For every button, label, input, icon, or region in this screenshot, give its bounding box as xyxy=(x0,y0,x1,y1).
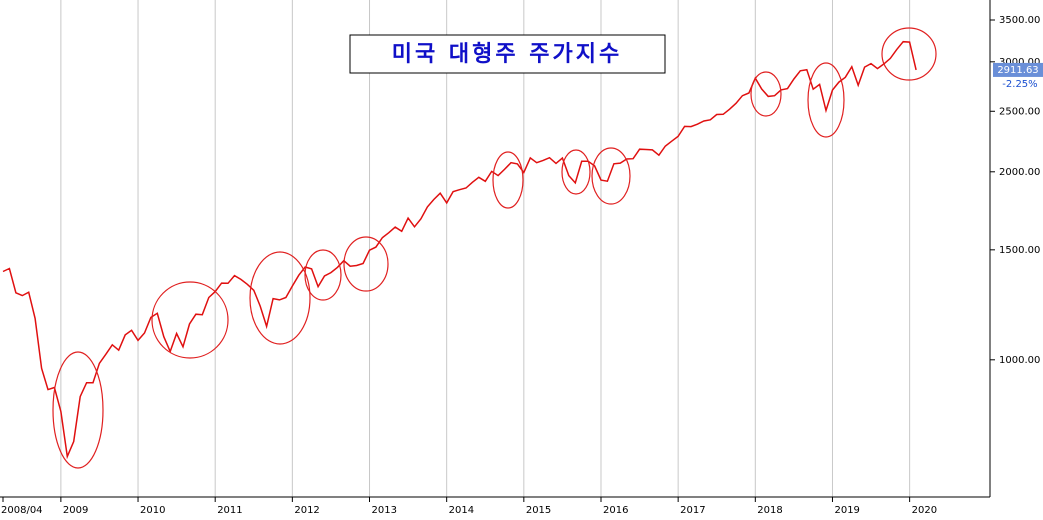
x-tick-label: 2018 xyxy=(757,505,782,516)
y-tick-label: 2000.00 xyxy=(999,167,1040,178)
last-value-label: 2911.63 xyxy=(997,65,1038,76)
title-box xyxy=(349,34,666,74)
x-tick-label: 2015 xyxy=(526,505,551,516)
x-tick-label: 2008/04 xyxy=(1,505,43,516)
circle xyxy=(151,281,229,359)
circle xyxy=(807,62,845,138)
circle xyxy=(881,27,937,81)
circle xyxy=(750,71,782,117)
y-tick-label: 2500.00 xyxy=(999,106,1040,117)
circle xyxy=(343,236,389,292)
circle xyxy=(561,149,591,195)
last-value-box xyxy=(993,62,1043,77)
plot-area xyxy=(2,0,917,497)
circle xyxy=(591,147,631,205)
x-tick-label: 2009 xyxy=(63,505,88,516)
y-tick-label: 3500.00 xyxy=(999,15,1040,26)
x-tick-label: 2014 xyxy=(449,505,474,516)
x-tick-label: 2017 xyxy=(680,505,705,516)
x-tick-label: 2010 xyxy=(140,505,165,516)
chart-title: 미국 대형주 주가지수 xyxy=(392,42,622,67)
circle xyxy=(304,249,342,301)
x-tick-label: 2013 xyxy=(372,505,397,516)
y-tick-label: 1500.00 xyxy=(999,245,1040,256)
annotation-circles xyxy=(52,27,937,469)
x-tick-label: 2019 xyxy=(834,505,859,516)
price-line xyxy=(2,40,917,460)
circle xyxy=(52,351,104,469)
x-tick-label: 2012 xyxy=(294,505,319,516)
circle xyxy=(492,151,524,209)
change-label: -2.25% xyxy=(1002,79,1037,90)
y-tick-label: 3000.00 xyxy=(999,57,1040,68)
circle xyxy=(249,251,311,345)
x-tick-label: 2011 xyxy=(217,505,242,516)
x-tick-label: 2016 xyxy=(603,505,628,516)
y-tick-label: 1000.00 xyxy=(999,355,1040,366)
x-tick-label: 2020 xyxy=(912,505,937,516)
